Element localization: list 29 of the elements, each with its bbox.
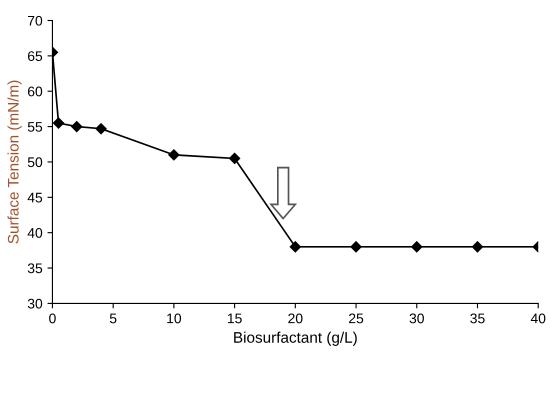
x-tick-label: 5 [110, 314, 116, 324]
point [350, 241, 362, 252]
x-tick-label: 20 [288, 313, 302, 324]
y-axis-title: Surface Tension (mN/m) [7, 80, 22, 244]
point [472, 241, 484, 252]
x-tick-label: 35 [470, 313, 485, 324]
y-tick-label: 55 [28, 122, 42, 132]
y-tick-label: 35 [28, 263, 42, 274]
y-tick-label: 70 [28, 16, 42, 26]
x-tick-label: 25 [349, 313, 364, 324]
point [411, 241, 422, 252]
y-tick-label: 60 [28, 86, 42, 96]
y-tick-label: 50 [28, 157, 42, 168]
y-tick-label: 30 [28, 298, 42, 309]
x-tick-label: 40 [530, 313, 546, 324]
point [95, 123, 107, 134]
y-tick-label: 40 [28, 228, 42, 238]
y-tick-label: 65 [28, 51, 42, 62]
point [228, 152, 240, 164]
x-tick-label: 30 [410, 313, 424, 324]
x-tick-label: 10 [167, 313, 182, 324]
point [52, 117, 64, 129]
point [71, 120, 82, 132]
y-tick-label: 45 [28, 192, 42, 202]
x-tick-label: 0 [49, 313, 56, 324]
point [168, 149, 180, 160]
point [290, 241, 301, 252]
x-axis-title: Biosurfactant (g/L) [234, 332, 357, 346]
x-tick-label: 15 [228, 314, 242, 324]
